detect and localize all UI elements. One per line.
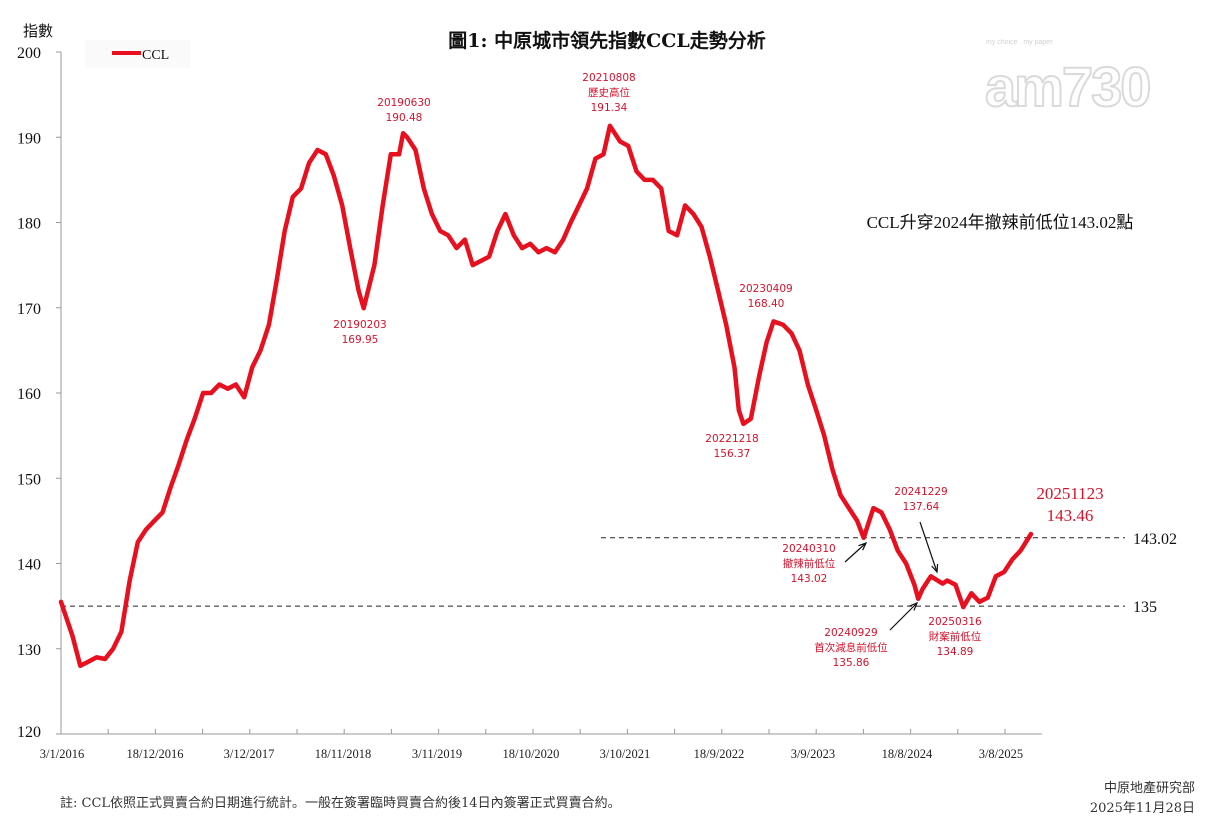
logo-wordmark: am730: [985, 55, 1149, 118]
annotation-text: 首次減息前低位: [814, 641, 888, 654]
y-tick-label: 160: [17, 386, 41, 403]
arrow-icon: [919, 521, 938, 573]
x-tick-label: 18/9/2022: [694, 747, 745, 761]
source: 中原地產研究部: [1104, 780, 1195, 796]
publish-date: 2025年11月28日: [1090, 801, 1195, 816]
logo-tagline: my choice . my paper: [986, 39, 1053, 46]
x-tick-label: 3/11/2019: [412, 747, 462, 761]
annotation-text: 20221218: [705, 433, 758, 445]
annotation: 20240929 首次減息前低位 135.86: [814, 601, 919, 669]
y-tick-label: 130: [17, 642, 41, 659]
annotation-text: 20230409: [739, 283, 792, 295]
legend: CCL: [85, 40, 190, 68]
y-tick-label: 120: [17, 724, 41, 741]
x-tick-label: 18/12/2016: [127, 747, 184, 761]
y-tick-label: 180: [17, 216, 41, 233]
footnote: 註: CCL依照正式買賣合約日期進行統計。一般在簽署臨時買賣合約後14日內簽署正…: [60, 795, 621, 811]
headline-annotation: CCL升穿2024年撤辣前低位143.02點: [867, 213, 1134, 232]
annotation-text: 20210808: [582, 72, 635, 84]
annotation-text: 168.40: [748, 298, 785, 310]
x-tick-label: 18/10/2020: [502, 747, 559, 761]
chart-title: 圖1: 中原城市領先指數CCL走勢分析: [448, 29, 765, 52]
arrowhead-icon: [931, 563, 939, 574]
x-tick-label: 3/9/2023: [791, 747, 835, 761]
annotation: 20221218 156.37: [705, 433, 758, 460]
y-tick-label: 170: [17, 301, 41, 318]
y-axis-label: 指數: [23, 22, 53, 40]
annotation-text: 190.48: [386, 112, 423, 124]
annotation-text: 191.34: [591, 102, 628, 114]
y-tick-label: 150: [17, 471, 41, 488]
annotation-text: 135.86: [833, 657, 870, 669]
annotation-text: 20190203: [333, 319, 386, 331]
arrowhead-icon: [909, 601, 919, 611]
x-tick-label: 18/8/2024: [882, 747, 933, 761]
annotation-text: 143.46: [1047, 506, 1094, 525]
series-line-ccl: [58, 123, 1034, 669]
annotation: 20241229 137.64: [894, 486, 948, 574]
annotation: 20250316 財案前低位 134.89: [928, 616, 982, 658]
arrowhead-icon: [858, 541, 868, 551]
annotation: 20251123 143.46: [1036, 484, 1103, 525]
y-tick-label: 200: [17, 45, 41, 62]
annotation-text: 20241229: [894, 486, 947, 498]
annotation: 20210808 歷史高位 191.34: [582, 72, 635, 114]
annotation-text: 20250316: [928, 616, 982, 628]
annotation-text: 137.64: [903, 501, 940, 513]
annotation-text: 134.89: [937, 646, 974, 658]
reference-line-label: 143.02: [1133, 531, 1177, 548]
arrow-icon: [889, 602, 918, 631]
logo: am730 my choice . my paper: [984, 39, 1152, 119]
annotation-text: 撤辣前低位: [783, 557, 836, 570]
x-tick-label: 3/10/2021: [600, 747, 651, 761]
y-tick-label: 190: [17, 130, 41, 147]
x-tick-label: 18/11/2018: [315, 747, 371, 761]
annotation-text: 歷史高位: [588, 86, 630, 99]
legend-label: CCL: [142, 48, 169, 63]
x-tick-label: 3/1/2016: [40, 747, 84, 761]
annotation: 20190630 190.48: [377, 97, 430, 124]
annotation-text: 20190630: [377, 97, 430, 109]
annotation-text: 143.02: [791, 573, 828, 585]
annotation: 20190203 169.95: [333, 319, 386, 346]
annotation-text: 156.37: [714, 448, 751, 460]
annotation: 20230409 168.40: [739, 283, 792, 310]
annotation-text: 20251123: [1036, 484, 1103, 503]
annotation-text: 20240310: [782, 543, 835, 555]
x-tick-label: 3/12/2017: [224, 747, 275, 761]
annotation: 20240310 撤辣前低位 143.02: [782, 541, 868, 585]
annotation-text: 169.95: [342, 334, 379, 346]
y-tick-label: 140: [17, 557, 41, 574]
reference-line-label: 135: [1133, 599, 1157, 616]
annotation-text: 20240929: [824, 627, 877, 639]
annotation-text: 財案前低位: [929, 630, 982, 643]
x-tick-label: 3/8/2025: [979, 747, 1023, 761]
arrow-icon: [844, 542, 867, 563]
